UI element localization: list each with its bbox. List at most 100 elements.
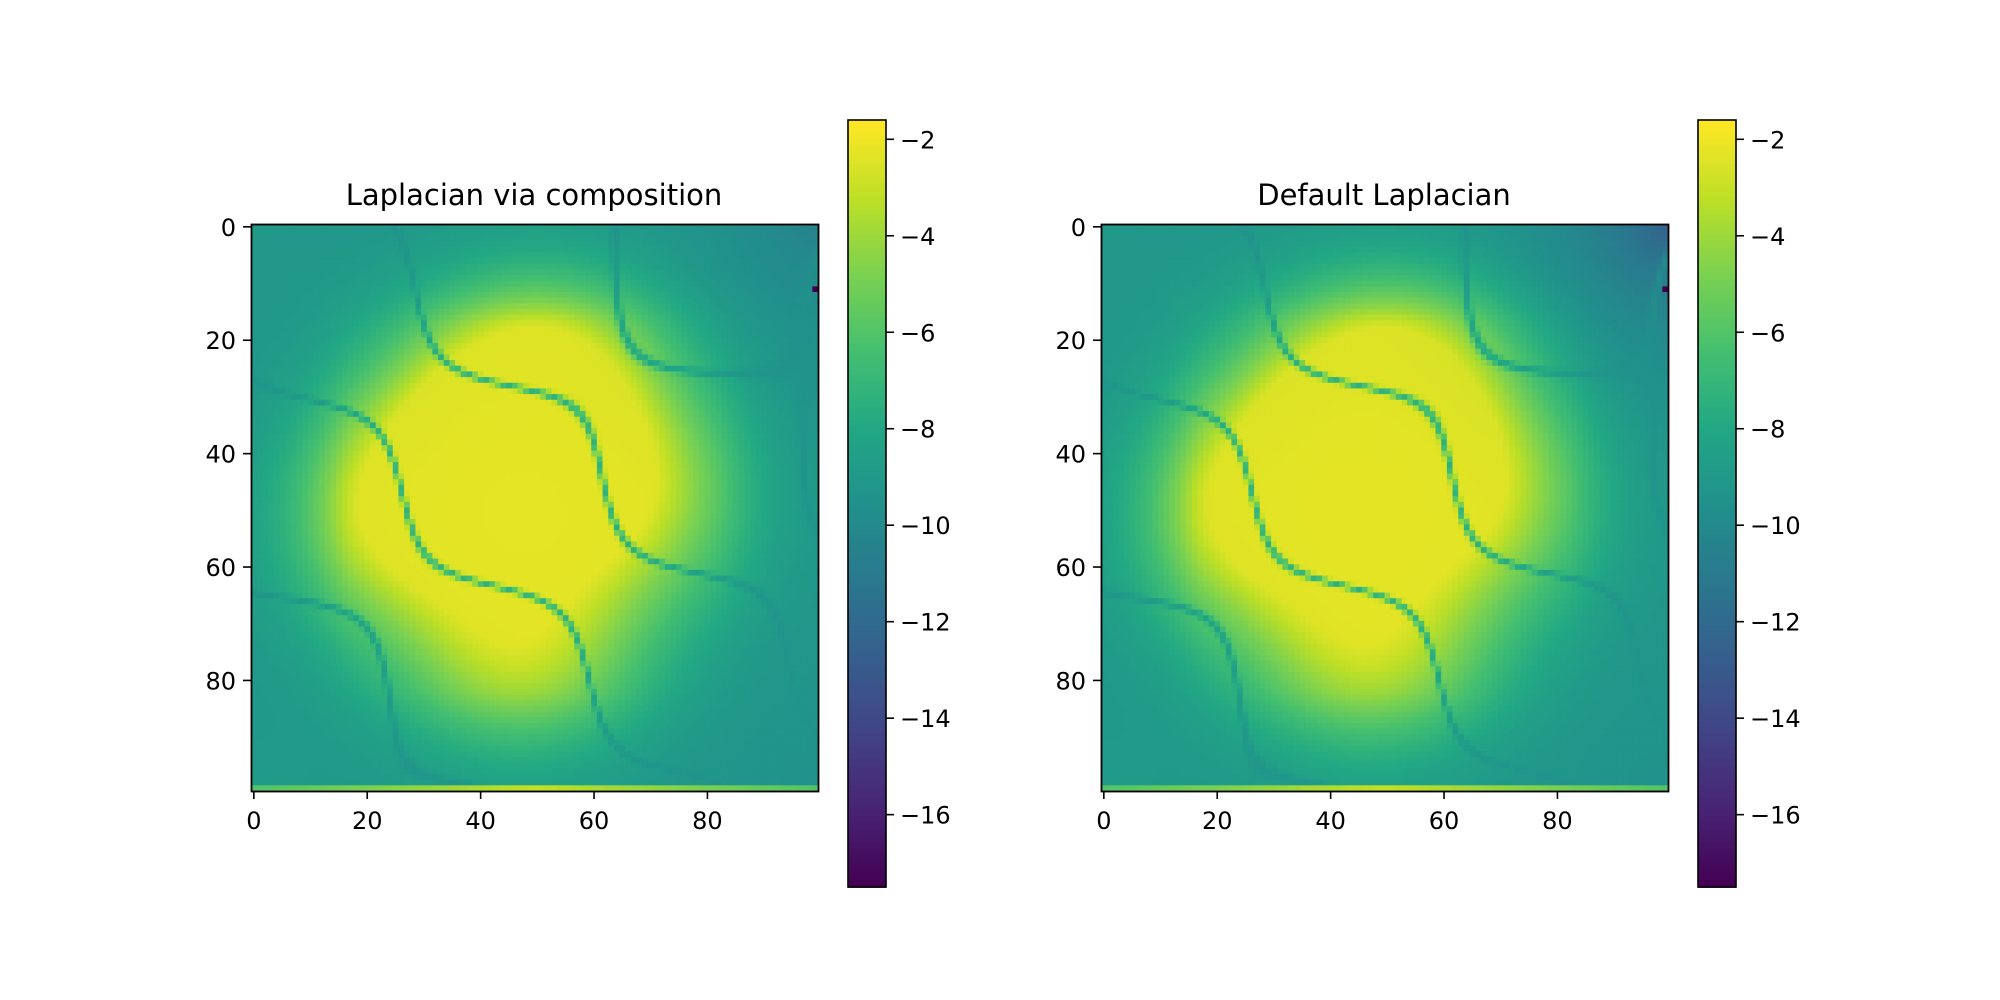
heatmap-cell [415,445,422,452]
heatmap-cell [642,224,649,231]
heatmap-cell [591,371,598,378]
heatmap-cell [307,303,314,310]
heatmap-cell [812,303,819,310]
heatmap-cell [761,462,768,469]
heatmap-cell [517,456,524,463]
heatmap-cell [693,297,700,304]
heatmap-cell [426,365,434,373]
heatmap-cell [800,462,808,469]
heatmap-cell [398,484,405,492]
heatmap-cell [710,320,717,327]
heatmap-cell [698,416,706,424]
heatmap-cell [285,462,292,469]
heatmap-cell [778,484,785,492]
heatmap-cell [324,337,331,344]
heatmap-cell [455,467,462,475]
heatmap-cell [693,399,700,407]
heatmap-cell [460,258,468,265]
heatmap-cell [721,331,728,338]
heatmap-cell [443,241,451,248]
heatmap-cell [336,309,343,316]
heatmap-cell [438,411,445,418]
heatmap-cell [721,292,728,299]
heatmap-cell [381,377,388,384]
heatmap-cell [715,428,723,435]
heatmap-cell [761,246,768,253]
heatmap-cell [517,411,524,418]
heatmap-cell [778,422,785,429]
heatmap-cell [727,292,734,299]
heatmap-cell [500,450,507,458]
heatmap-cell [353,286,360,293]
heatmap-cell [732,360,740,367]
heatmap-cell [421,303,428,310]
heatmap-cell [670,331,677,338]
heatmap-cell [642,331,649,338]
heatmap-cell [477,450,485,458]
heatmap-cell [545,354,553,361]
heatmap-cell [347,450,354,458]
heatmap-cell [290,337,297,344]
heatmap-cell [721,428,728,435]
heatmap-cell [630,388,638,395]
heatmap-cell [273,297,280,304]
heatmap-cell [579,450,587,458]
heatmap-cell [795,399,802,407]
heatmap-cell [466,280,473,287]
heatmap-cell [755,456,762,463]
heatmap-cell [290,473,297,480]
heatmap-cell [347,428,354,435]
heatmap-cell [307,241,314,248]
heatmap-cell [534,405,541,412]
heatmap-cell [721,479,728,486]
heatmap-cell [806,405,813,412]
heatmap-cell [392,280,400,287]
heatmap-cell [392,246,400,253]
heatmap-cell [608,286,615,293]
heatmap-cell [557,297,564,304]
heatmap-cell [540,241,547,248]
heatmap-cell [517,473,524,480]
heatmap-cell [704,467,711,475]
heatmap-cell [370,405,377,412]
heatmap-cell [438,360,445,367]
heatmap-cell [715,326,723,333]
heatmap-cell [290,365,297,373]
heatmap-cell [534,280,541,287]
heatmap-cell [511,439,519,446]
heatmap-cell [778,479,785,486]
heatmap-cell [472,422,479,429]
heatmap-cell [347,331,354,338]
heatmap-cell [687,354,694,361]
heatmap-cell [727,416,734,424]
heatmap-cell [596,348,604,356]
heatmap-cell [341,224,348,231]
heatmap-cell [687,337,694,344]
heatmap-cell [432,416,439,424]
heatmap-cell [755,303,762,310]
heatmap-cell [812,326,819,333]
heatmap-cell [387,439,394,446]
heatmap-cell [534,433,541,441]
heatmap-cell [279,382,286,390]
heatmap-cell [574,258,581,265]
heatmap-cell [449,314,456,321]
heatmap-cell [387,241,394,248]
heatmap-cell [778,235,785,242]
heatmap-cell [653,416,660,424]
heatmap-cell [619,314,626,321]
heatmap-cell [517,501,524,509]
heatmap-cell [489,354,496,361]
heatmap-cell [761,501,768,509]
heatmap-cell [761,371,768,378]
heatmap-cell [489,496,496,503]
heatmap-cell [449,484,456,492]
heatmap-cell [268,371,275,378]
heatmap-cell [449,388,456,395]
heatmap-cell [358,275,365,282]
heatmap-cell [715,388,723,395]
heatmap-cell [551,365,558,373]
heatmap-cell [574,473,581,480]
heatmap-cell [336,246,343,253]
heatmap-cell [551,377,558,384]
